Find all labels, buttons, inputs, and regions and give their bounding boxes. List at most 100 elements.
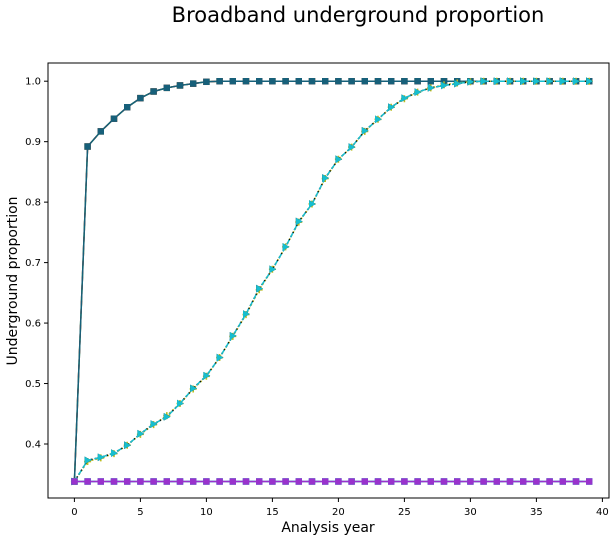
x-tick-label: 35 — [530, 507, 543, 518]
data-point — [269, 478, 276, 485]
data-point — [427, 84, 435, 92]
data-point — [572, 478, 580, 485]
data-point — [97, 478, 104, 485]
data-point — [71, 478, 78, 485]
data-point — [322, 478, 329, 485]
data-point — [111, 449, 118, 457]
data-point — [533, 478, 540, 485]
data-point — [295, 78, 302, 85]
data-point — [256, 284, 263, 293]
series-line — [73, 80, 590, 482]
data-point — [361, 478, 368, 485]
data-point — [441, 81, 448, 90]
data-point — [506, 478, 514, 485]
data-point — [454, 79, 461, 88]
data-point — [124, 478, 131, 485]
data-point — [256, 78, 263, 85]
data-point — [546, 478, 553, 485]
data-point — [388, 78, 395, 85]
data-point — [322, 174, 329, 182]
x-tick-label: 25 — [398, 507, 411, 518]
data-point — [308, 478, 316, 485]
data-point — [124, 441, 131, 450]
data-point — [150, 478, 157, 485]
data-point — [401, 78, 408, 85]
data-point — [137, 429, 145, 438]
data-point — [203, 371, 211, 380]
data-point — [216, 78, 223, 85]
y-tick-label: 0.9 — [25, 137, 41, 148]
data-point — [110, 478, 118, 485]
data-point — [97, 128, 104, 135]
data-point — [493, 77, 501, 86]
y-tick-label: 0.4 — [25, 440, 41, 451]
data-point — [242, 78, 250, 85]
data-point — [163, 478, 170, 485]
data-point — [110, 115, 118, 122]
data-point — [388, 478, 395, 485]
data-point — [190, 478, 197, 485]
data-point — [322, 78, 329, 85]
data-point — [401, 94, 409, 102]
data-point — [229, 478, 236, 485]
data-point — [586, 478, 593, 485]
data-point — [190, 384, 197, 393]
data-point — [282, 78, 289, 85]
data-point — [546, 77, 554, 86]
x-tick-label: 15 — [266, 507, 279, 518]
y-tick-label: 1.0 — [25, 77, 41, 88]
data-point — [533, 77, 541, 86]
y-axis-label: Underground proportion — [5, 196, 21, 365]
ticks-layer: 0 5 10 15 20 25 30 35 40 0.4 0.5 0.6 0.7 0.8 0.9 1.0 — [25, 77, 609, 518]
data-point — [440, 78, 448, 85]
data-point — [559, 478, 566, 485]
data-point — [150, 420, 158, 428]
data-point — [177, 399, 184, 408]
data-point — [137, 478, 144, 485]
data-point — [163, 412, 171, 421]
data-point — [243, 310, 250, 318]
x-tick-label: 40 — [596, 507, 609, 518]
data-point — [414, 78, 421, 85]
data-point — [520, 478, 527, 485]
data-point — [256, 478, 263, 485]
y-tick-label: 0.7 — [25, 258, 41, 269]
data-point — [203, 78, 210, 86]
data-point — [388, 103, 395, 112]
x-tick-label: 0 — [71, 507, 77, 518]
plot-frame — [47, 62, 610, 499]
data-point — [440, 478, 448, 485]
data-point — [586, 77, 593, 86]
series-8 — [71, 478, 593, 485]
data-point — [335, 155, 343, 164]
data-point — [124, 104, 131, 111]
data-point — [229, 78, 236, 85]
data-point — [335, 78, 342, 85]
data-point — [480, 77, 488, 86]
data-point — [282, 243, 290, 251]
data-point — [374, 78, 382, 85]
x-tick-label: 10 — [200, 507, 213, 518]
data-point — [295, 217, 303, 226]
data-point — [229, 331, 237, 340]
x-tick-label: 30 — [464, 507, 477, 518]
chart-title: Broadband underground proportion — [172, 3, 545, 27]
data-point — [401, 478, 408, 485]
data-point — [295, 478, 302, 485]
data-point — [190, 80, 197, 87]
data-point — [137, 94, 144, 102]
data-point — [427, 478, 434, 485]
data-point — [176, 478, 184, 485]
data-point — [414, 478, 421, 485]
data-point — [84, 143, 91, 150]
plot-area — [48, 63, 609, 498]
data-point — [559, 77, 567, 86]
data-point — [520, 77, 527, 86]
data-point — [242, 478, 250, 485]
data-point — [467, 78, 475, 86]
data-point — [84, 456, 92, 465]
x-tick-label: 20 — [332, 507, 345, 518]
y-tick-label: 0.5 — [25, 379, 41, 390]
